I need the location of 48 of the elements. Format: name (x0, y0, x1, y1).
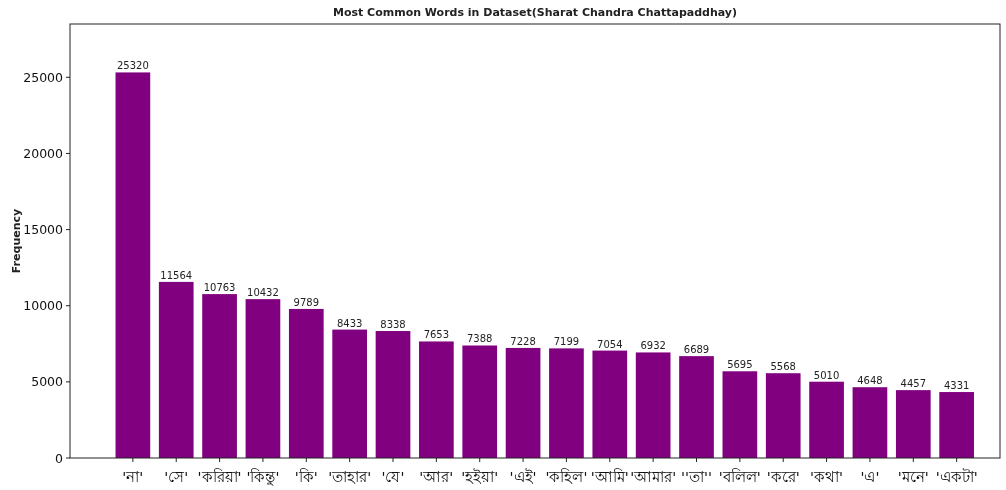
x-tick-label: 'এ' (860, 469, 880, 485)
x-tick-label: 'এই' (509, 468, 537, 485)
data-label: 7054 (597, 338, 623, 350)
x-tick-label: 'কথা' (810, 469, 844, 485)
data-label: 8433 (336, 317, 363, 329)
data-label: 11564 (160, 269, 193, 281)
data-label: 6932 (640, 340, 666, 352)
data-label: 5695 (727, 359, 753, 371)
data-label: 5010 (813, 369, 840, 381)
x-tick-label: ''তা'' (681, 469, 712, 485)
data-label: 7199 (553, 336, 580, 348)
y-axis-title: Frequency (10, 208, 23, 274)
x-tick-label: 'হইয়া' (461, 468, 499, 485)
x-tick-label: 'সে' (164, 469, 189, 485)
x-tick-label: 'আর' (419, 469, 454, 485)
x-tick-label: 'বলিল' (718, 468, 761, 485)
y-tick-label: 20000 (23, 145, 64, 161)
x-tick-label: 'তাহার' (328, 469, 372, 485)
data-label: 10763 (203, 282, 236, 294)
y-tick-label: 5000 (31, 374, 64, 390)
data-label: 4648 (857, 375, 883, 387)
data-label: 7228 (510, 335, 536, 347)
x-tick-label: 'আমি' (590, 468, 629, 485)
x-tick-label: 'কিন্তু' (246, 468, 280, 486)
data-label: 4457 (900, 378, 927, 390)
y-tick-label: 25000 (23, 69, 64, 85)
x-tick-label: 'কহিল' (545, 468, 588, 485)
data-label: 10432 (247, 287, 279, 299)
y-tick-label: 10000 (23, 298, 64, 314)
x-tick-label: 'করে' (766, 469, 800, 485)
x-tick-label: 'একটা' (935, 468, 978, 485)
data-label: 8338 (380, 319, 406, 331)
x-tick-label: 'মনে' (897, 469, 929, 485)
x-tick-label: 'না' (122, 469, 144, 485)
data-label: 7653 (423, 329, 450, 341)
y-tick-label: 15000 (23, 222, 64, 238)
data-label: 5568 (770, 361, 796, 373)
data-label: 6689 (683, 344, 710, 356)
data-label: 25320 (116, 60, 149, 72)
data-label: 9789 (293, 296, 320, 308)
x-tick-label: 'আমার' (630, 469, 677, 485)
x-tick-label: 'কি' (294, 468, 318, 485)
x-tick-label: 'করিয়া' (197, 468, 242, 485)
chart-title: Most Common Words in Dataset(Sharat Chandra Chattapaddhay) (332, 6, 738, 19)
y-tick-label: 0 (55, 450, 64, 466)
data-label: 7388 (466, 333, 493, 345)
x-tick-label: 'যে' (381, 469, 405, 485)
data-label: 4331 (943, 380, 970, 392)
